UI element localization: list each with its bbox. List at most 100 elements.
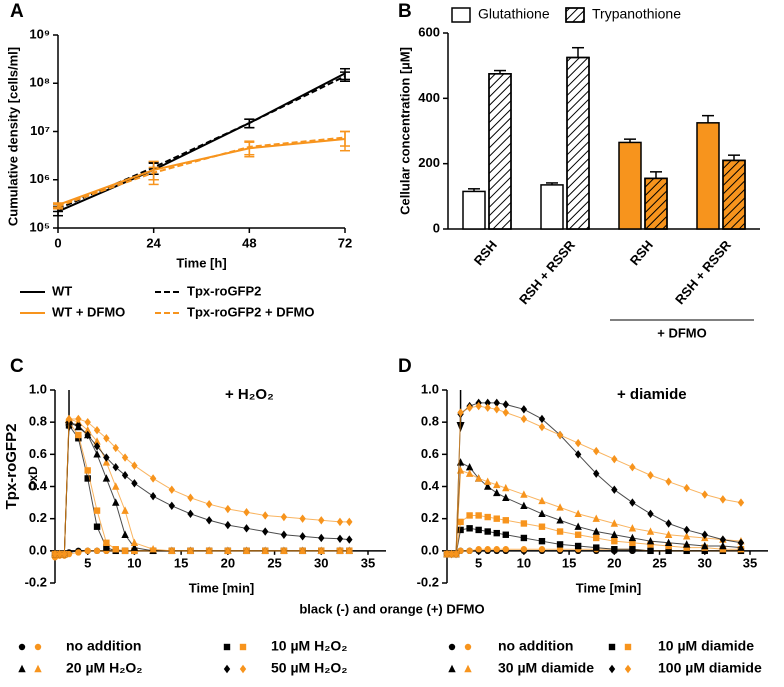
series-line (57, 136, 346, 208)
marker (75, 414, 82, 424)
marker (574, 542, 582, 550)
marker (84, 547, 91, 555)
legend-marker (34, 643, 42, 651)
marker (121, 471, 129, 480)
legend-marker (624, 643, 632, 651)
marker (493, 529, 500, 537)
marker (466, 525, 473, 532)
y-tick-label: -0.2 (417, 574, 439, 589)
marker (93, 547, 101, 555)
legend-label: 30 µM diamide (498, 660, 594, 676)
marker (121, 453, 129, 462)
legend-marker (448, 664, 456, 673)
legend-marker (239, 664, 247, 674)
bar (462, 190, 486, 230)
marker (121, 530, 129, 538)
marker (611, 537, 618, 545)
marker (701, 547, 708, 555)
legend-label: 20 µM H₂O₂ (66, 660, 143, 676)
x-tick-label: 15 (562, 555, 576, 570)
marker (187, 509, 194, 519)
panel-label: B (398, 1, 412, 22)
marker (168, 485, 175, 494)
legend-hatch (565, 7, 585, 23)
marker (484, 482, 492, 490)
marker (93, 437, 101, 445)
marker (131, 461, 138, 470)
marker (574, 531, 582, 538)
marker (130, 543, 139, 551)
marker (103, 453, 110, 462)
y-tick-label: 0.6 (29, 446, 47, 461)
y-tick-label: 1.0 (421, 381, 439, 396)
legend-swatch (451, 7, 471, 23)
marker (112, 482, 120, 490)
marker (93, 507, 101, 514)
marker (538, 422, 546, 432)
legend-marker (608, 643, 616, 651)
marker (538, 537, 546, 545)
legend-label: Tpx-roGFP2 (187, 283, 261, 298)
marker (701, 490, 708, 499)
legend-marker (464, 664, 472, 673)
marker (84, 417, 91, 427)
marker (664, 530, 673, 538)
marker (186, 546, 195, 555)
marker (84, 426, 92, 434)
marker (593, 544, 600, 551)
marker (502, 483, 510, 492)
marker (610, 519, 619, 527)
marker (112, 498, 120, 506)
x-tick-label: RSH (627, 237, 656, 268)
series-line (447, 405, 742, 555)
marker (457, 526, 464, 534)
marker (280, 512, 288, 522)
x-tick-label: 10 (127, 555, 141, 570)
marker (149, 491, 157, 501)
y-tick-label: 200 (418, 155, 440, 170)
marker (149, 474, 157, 483)
legend-marker (624, 664, 632, 674)
marker (574, 522, 582, 530)
marker (457, 408, 464, 417)
marker (484, 546, 491, 553)
marker (665, 477, 672, 486)
marker (629, 498, 636, 507)
marker (493, 488, 501, 497)
marker (538, 414, 546, 424)
y-tick-label: 0 (433, 220, 440, 235)
marker (466, 547, 473, 555)
marker (336, 546, 344, 555)
marker (280, 546, 288, 555)
marker (484, 477, 492, 485)
marker (224, 504, 232, 514)
series-line (447, 469, 741, 555)
x-tick-label: 5 (475, 555, 482, 570)
x-tick-label: 25 (652, 555, 666, 570)
marker (592, 527, 600, 535)
marker (538, 523, 546, 530)
marker (556, 541, 564, 548)
y-axis-title: Cumulative density [cells/ml] (5, 47, 20, 226)
marker (574, 509, 582, 518)
x-tick-label: 35 (361, 555, 375, 570)
marker (538, 496, 546, 505)
y-tick-label: 600 (418, 24, 440, 39)
marker (280, 530, 288, 539)
legend-marker (18, 664, 26, 673)
marker (475, 512, 482, 519)
marker (556, 528, 564, 535)
y-tick-label: 10⁷ (30, 123, 50, 138)
marker (93, 426, 101, 435)
bar-hatch (644, 177, 668, 230)
marker (103, 434, 110, 443)
marker (130, 538, 139, 546)
marker (556, 503, 564, 511)
marker (502, 408, 509, 417)
legend-label: WT + DFMO (52, 304, 125, 319)
y-tick-label: 0.2 (29, 510, 47, 525)
x-tick-label: 24 (146, 235, 161, 250)
marker (112, 443, 119, 453)
legend-marker (239, 643, 247, 651)
x-tick-label: 30 (314, 555, 328, 570)
